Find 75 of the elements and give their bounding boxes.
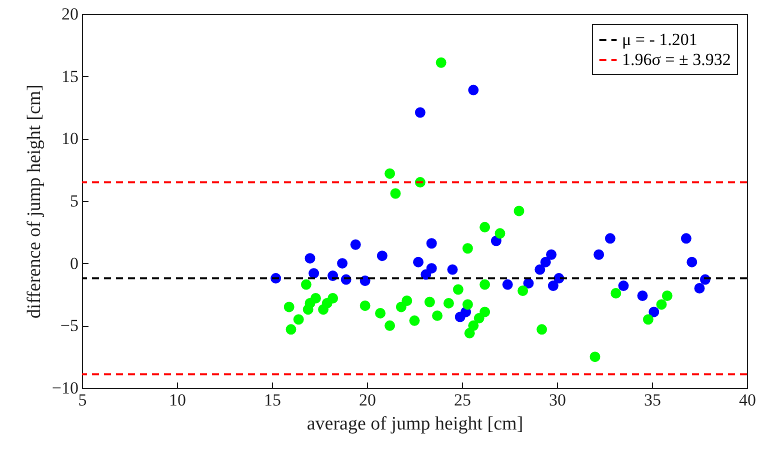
x-tick-label: 10 [169,390,186,410]
y-tick-label: 10 [62,129,78,148]
point [610,288,622,298]
y-tick-label: −10 [52,378,78,398]
point [548,280,558,292]
point [546,249,557,260]
x-tick-label: 15 [264,390,281,410]
x-tick-label: 35 [644,390,661,410]
point [662,290,672,301]
point [413,256,424,268]
point [452,284,464,295]
point [680,233,692,244]
point [424,296,435,308]
point [536,324,548,335]
point [480,306,490,318]
point [540,256,551,268]
y-tick-label: −5 [60,316,78,336]
point [468,320,479,331]
point [590,352,600,362]
point [518,286,528,296]
point [447,264,458,275]
point [310,293,321,304]
point [514,206,524,216]
point [308,268,320,279]
y-tick-label: 15 [62,66,78,86]
point [376,250,388,262]
point [293,314,304,325]
point [304,253,316,264]
point [656,299,667,310]
point [384,320,396,331]
y-axis-title: difference of jump height [cm] [24,84,45,318]
point [402,296,412,306]
point [502,279,513,290]
point [436,57,446,68]
point [284,302,294,312]
point [426,263,437,274]
x-tick-label: 20 [359,390,376,410]
point [443,298,454,308]
point [384,168,396,179]
point [468,84,479,96]
x-tick-label: 25 [454,390,471,410]
point [618,280,629,292]
point [534,264,546,275]
point [286,324,296,335]
x-tick-label: 40 [739,390,756,410]
point [337,258,348,269]
point [432,310,443,321]
y-tick-label: 20 [62,4,78,24]
point [300,279,312,290]
point [409,315,420,326]
point [642,314,654,325]
point [462,243,473,254]
legend-label: 1.96σ = ± 3.932 [622,50,731,69]
point [480,222,490,232]
point [426,238,437,249]
point [360,300,370,311]
point [694,283,705,294]
legend-label: μ = - 1.201 [622,30,698,49]
point [648,306,660,318]
point [328,293,338,304]
x-axis-title: average of jump height [cm] [306,414,524,434]
x-tick-label: 30 [549,390,566,410]
point [480,279,490,290]
point [604,233,616,244]
y-tick-label: 5 [70,192,78,210]
point [414,107,426,118]
point [594,249,604,260]
point [375,308,386,318]
point [462,299,473,310]
point [494,228,506,239]
y-tick-label: 0 [70,254,78,273]
point [390,188,401,199]
point [637,290,648,301]
point [350,239,361,250]
point [686,256,698,268]
